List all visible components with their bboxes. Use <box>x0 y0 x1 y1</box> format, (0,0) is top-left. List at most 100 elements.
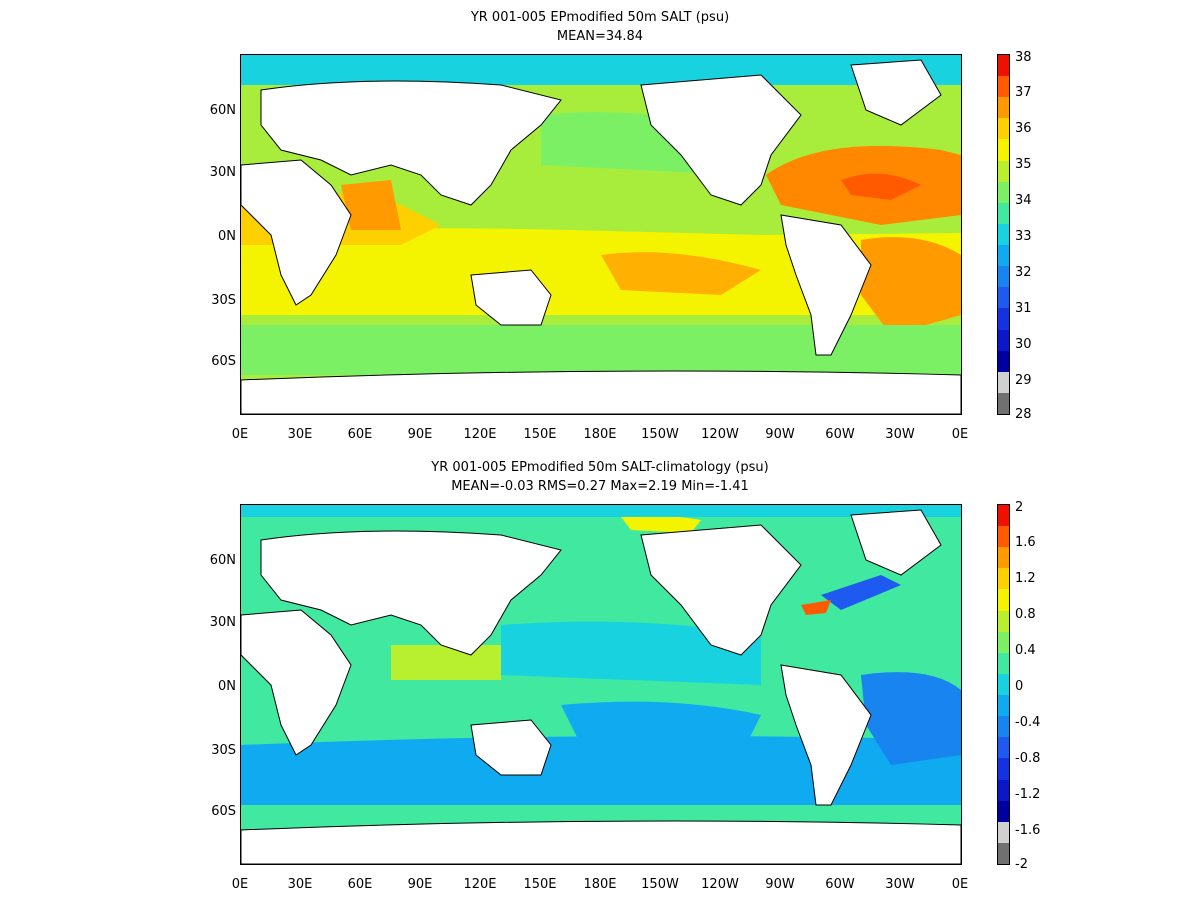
eurasia-landmass <box>260 80 562 206</box>
colorbar-label: 35 <box>1015 157 1032 172</box>
lon-label: 150W <box>641 877 679 892</box>
arctic-fringe <box>241 505 961 517</box>
lat-label: 30N <box>209 165 236 180</box>
colorbar-label: 28 <box>1015 407 1032 422</box>
colorbar-segment <box>998 801 1009 822</box>
greenland-landmass <box>850 59 942 126</box>
lon-label: 30W <box>885 877 915 892</box>
colorbar-label: 34 <box>1015 193 1032 208</box>
colorbar-segment <box>998 55 1009 76</box>
lon-label: 150E <box>523 877 557 892</box>
map-title: YR 001-005 EPmodified 50m SALT-climatolo… <box>431 460 769 475</box>
colorbar-segment <box>998 843 1009 864</box>
colorbar-label: 29 <box>1015 373 1032 388</box>
arctic-fresh <box>241 55 961 85</box>
lon-label: 180E <box>583 427 617 442</box>
colorbar-label: -0.4 <box>1015 715 1041 730</box>
lat-label: 30S <box>211 293 236 308</box>
south-atlantic-subtropical-high <box>861 237 961 335</box>
lon-label: 120W <box>701 427 739 442</box>
colorbar-segment <box>998 568 1009 589</box>
colorbar-label: 31 <box>1015 301 1032 316</box>
lat-label: 30N <box>209 615 236 630</box>
colorbar-segment <box>998 118 1009 139</box>
southern-ocean-negative <box>241 736 961 805</box>
lon-label: 150E <box>523 427 557 442</box>
indian-positive <box>391 645 501 680</box>
south-pacific-high <box>601 252 761 295</box>
lat-label: 60S <box>211 804 236 819</box>
colorbar-label: 0 <box>1015 679 1024 694</box>
map-title: YR 001-005 EPmodified 50m SALT (psu) <box>470 10 730 25</box>
eurasia-landmass <box>260 530 562 656</box>
lat-label: 60S <box>211 354 236 369</box>
south-america-landmass <box>780 214 872 356</box>
colorbar-segment <box>998 547 1009 568</box>
colorbar-segment <box>998 526 1009 547</box>
salinity-field <box>241 55 961 414</box>
lat-label: 0N <box>218 679 236 694</box>
lon-label: 150W <box>641 427 679 442</box>
antarctica-landmass <box>241 370 961 414</box>
colorbar-segment <box>998 589 1009 611</box>
north-america-landmass <box>640 524 802 656</box>
lon-label: 90W <box>765 427 795 442</box>
lon-label: 120W <box>701 877 739 892</box>
colorbar-segment <box>998 351 1009 372</box>
lon-label: 60E <box>347 427 373 442</box>
south-america-landmass <box>780 664 872 806</box>
map-subtitle-mean: MEAN=34.84 <box>556 29 644 44</box>
map-subtitle-stats: MEAN=-0.03 RMS=0.27 Max=2.19 Min=-1.41 <box>451 479 749 494</box>
lon-label: 60E <box>347 877 373 892</box>
north-america-landmass <box>640 74 802 206</box>
lat-label: 60N <box>209 103 236 118</box>
map-plot-area <box>240 54 962 415</box>
colorbar-label: 38 <box>1015 50 1032 65</box>
africa-landmass <box>241 609 352 756</box>
arctic-positive <box>621 515 701 533</box>
colorbar-segment <box>998 695 1009 716</box>
colorbar-label: 2 <box>1015 500 1024 515</box>
colorbar-label: -1.6 <box>1015 823 1041 838</box>
colorbar-segment <box>998 97 1009 118</box>
arabian-sea <box>341 180 401 230</box>
africa-landmass <box>241 159 352 306</box>
salt-anomaly-map-panel: YR 001-005 EPmodified 50m SALT-climatolo… <box>0 450 1200 900</box>
colorbar-segment <box>998 737 1009 758</box>
colorbar-label: 36 <box>1015 121 1032 136</box>
colorbar-segment <box>998 393 1009 414</box>
gulf-stream-negative <box>821 575 901 610</box>
colorbar-label: 1.6 <box>1015 535 1036 550</box>
lon-label: 30W <box>885 427 915 442</box>
lat-label: 60N <box>209 553 236 568</box>
south-atlantic-negative <box>861 672 961 765</box>
greenland-landmass <box>850 509 942 576</box>
lon-label: 90E <box>407 427 433 442</box>
colorbar-label: -2 <box>1015 857 1028 872</box>
colorbar-segment <box>998 716 1009 737</box>
colorbar <box>997 504 1010 865</box>
australia-landmass <box>470 719 552 776</box>
lat-label: 0N <box>218 229 236 244</box>
colorbar-label: 0.8 <box>1015 607 1036 622</box>
colorbar-segment <box>998 372 1009 393</box>
colorbar-segment <box>998 780 1009 801</box>
colorbar-label: -0.8 <box>1015 751 1041 766</box>
north-atlantic-core <box>841 173 921 200</box>
antarctica-landmass <box>241 820 961 864</box>
lon-label: 0E <box>231 877 249 892</box>
salt-map-panel: YR 001-005 EPmodified 50m SALT (psu) MEA… <box>209 10 1032 442</box>
colorbar-segment <box>998 266 1009 287</box>
colorbar-segment <box>998 653 1009 674</box>
colorbar-segment <box>998 505 1009 526</box>
colorbar-segment <box>998 287 1009 308</box>
colorbar-segment <box>998 674 1009 695</box>
lon-label: 30E <box>287 877 313 892</box>
lon-label: 0E <box>951 877 969 892</box>
lon-label: 60W <box>825 877 855 892</box>
colorbar-segment <box>998 182 1009 203</box>
colorbar-segment <box>998 139 1009 161</box>
pacific-negative <box>501 621 761 685</box>
southern-ocean <box>241 325 961 375</box>
lon-label: 180E <box>583 877 617 892</box>
